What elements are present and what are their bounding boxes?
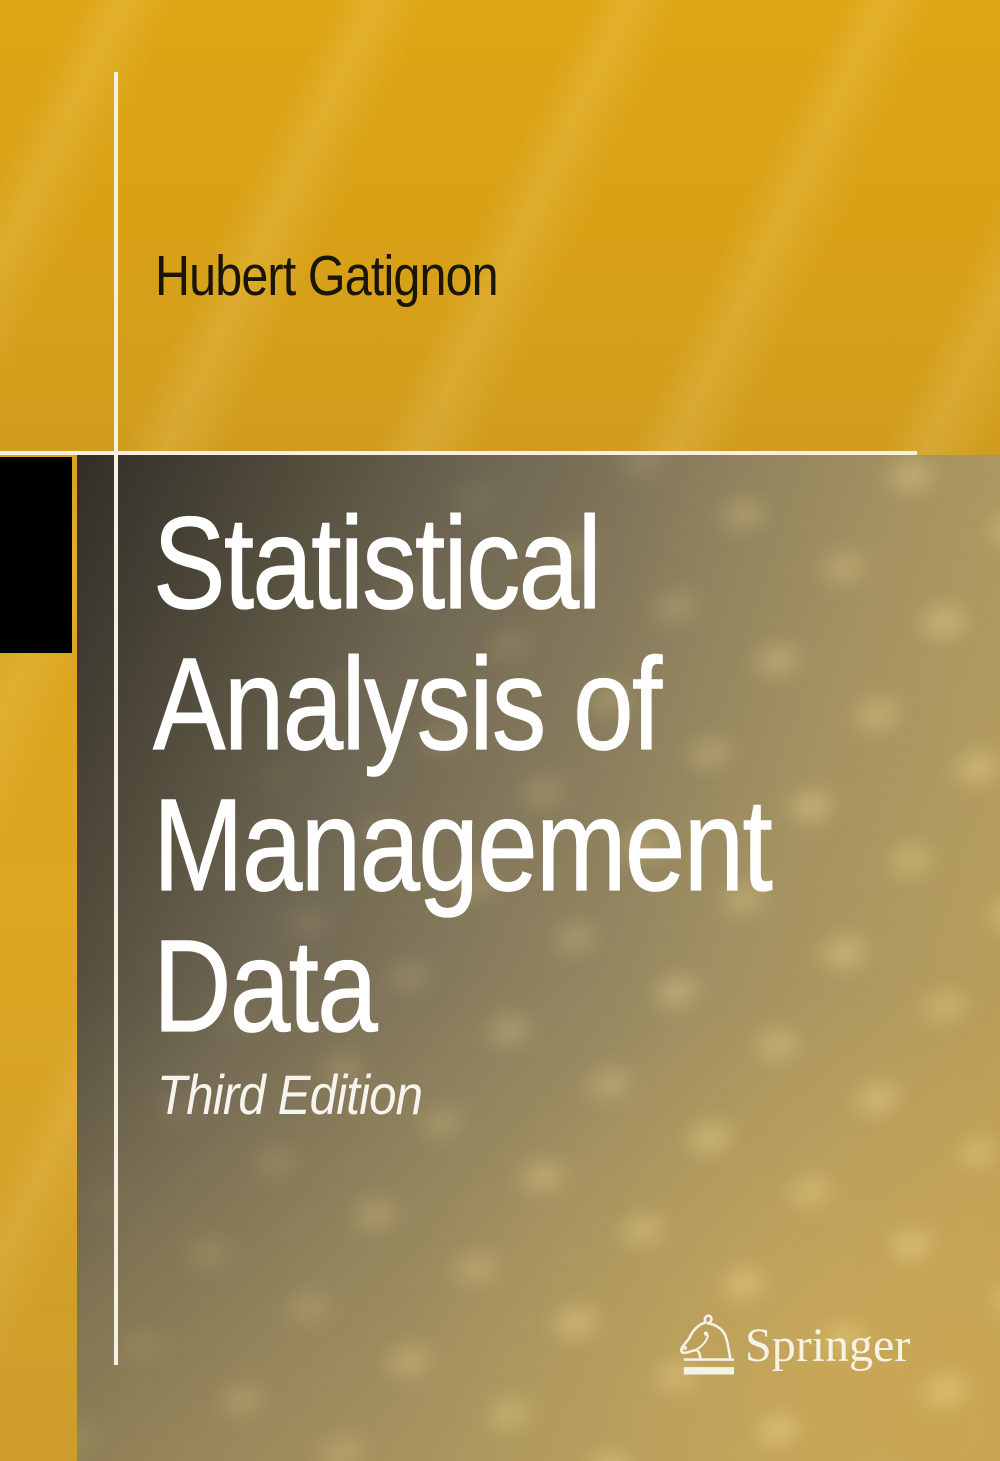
title-line-2: Analysis of	[153, 630, 663, 777]
gold-diagonal-streaks	[0, 0, 1000, 455]
author-name: Hubert Gatignon	[155, 244, 499, 308]
title-background-panel	[77, 455, 1000, 1461]
title-line-4: Data	[153, 912, 379, 1059]
publisher-wordmark: Springer	[745, 1319, 911, 1372]
publisher-logo: Springer	[677, 1313, 910, 1377]
horizontal-white-rule	[0, 451, 917, 455]
springer-horse-icon	[680, 1314, 735, 1375]
edition-label: Third Edition	[157, 1063, 423, 1126]
title-line-1: Statistical	[153, 489, 603, 636]
vertical-white-rule	[114, 72, 118, 1365]
book-title: Statistical Analysis of Management Data	[153, 489, 898, 1059]
title-line-3: Management	[153, 771, 774, 918]
spine-black-block	[0, 457, 72, 653]
cover-top-gold-band	[0, 0, 1000, 455]
